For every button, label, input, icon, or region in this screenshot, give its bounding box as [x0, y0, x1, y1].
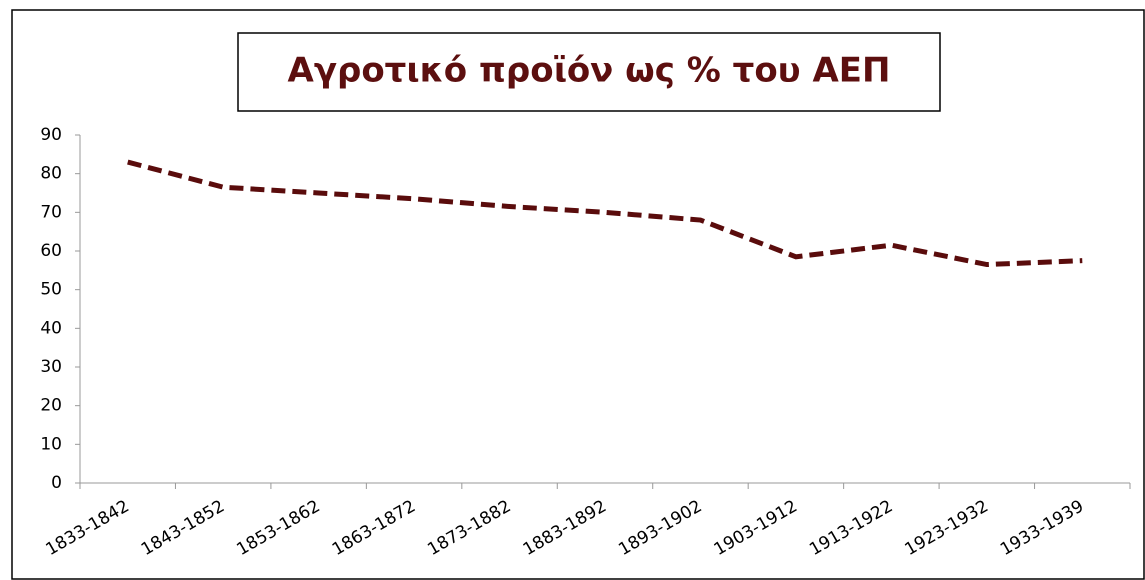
y-tick-label: 40	[40, 318, 62, 338]
y-tick-label: 60	[40, 241, 62, 261]
y-tick-label: 80	[40, 164, 62, 184]
y-tick-label: 50	[40, 280, 62, 300]
y-tick-label: 20	[40, 396, 62, 416]
title-box	[237, 32, 941, 112]
line-series	[127, 159, 1083, 268]
y-tick-label: 30	[40, 357, 62, 377]
chart-title: Αγροτικό προϊόν ως % του ΑΕΠ	[288, 51, 891, 91]
y-tick-label: 0	[51, 473, 62, 493]
y-tick-label: 70	[40, 202, 62, 222]
y-tick-label: 10	[40, 434, 62, 454]
y-tick-label: 90	[40, 125, 62, 145]
